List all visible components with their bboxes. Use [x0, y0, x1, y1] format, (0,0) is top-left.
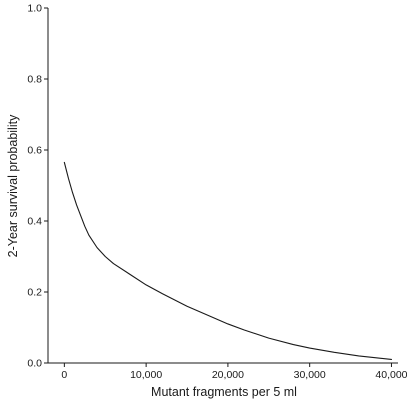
- ticks: 0.0 0.2 0.4 0.6 0.8 1.0 0 10,000 20,000 30,000 40,…: [27, 3, 407, 382]
- y-tick-label: 0.4: [27, 216, 42, 228]
- y-tick-label: 0.8: [27, 74, 42, 86]
- axes: [47, 8, 398, 364]
- x-tick-label: 20,000: [212, 369, 244, 381]
- series-line-0: [63, 161, 393, 361]
- x-tick-label: 10,000: [130, 369, 162, 381]
- x-tick-label: 40,000: [375, 369, 407, 381]
- y-tick-label: 0.2: [27, 287, 42, 299]
- y-tick-label: 0.0: [27, 358, 42, 370]
- y-tick-label: 0.6: [27, 145, 42, 157]
- x-tick-label: 30,000: [294, 369, 326, 381]
- series-layer: [63, 161, 393, 361]
- x-tick-label: 0: [61, 369, 67, 381]
- x-axis-label: Mutant fragments per 5 ml: [151, 385, 297, 399]
- y-axis-label: 2-Year survival probability: [6, 114, 20, 257]
- y-tick-label: 1.0: [27, 3, 42, 15]
